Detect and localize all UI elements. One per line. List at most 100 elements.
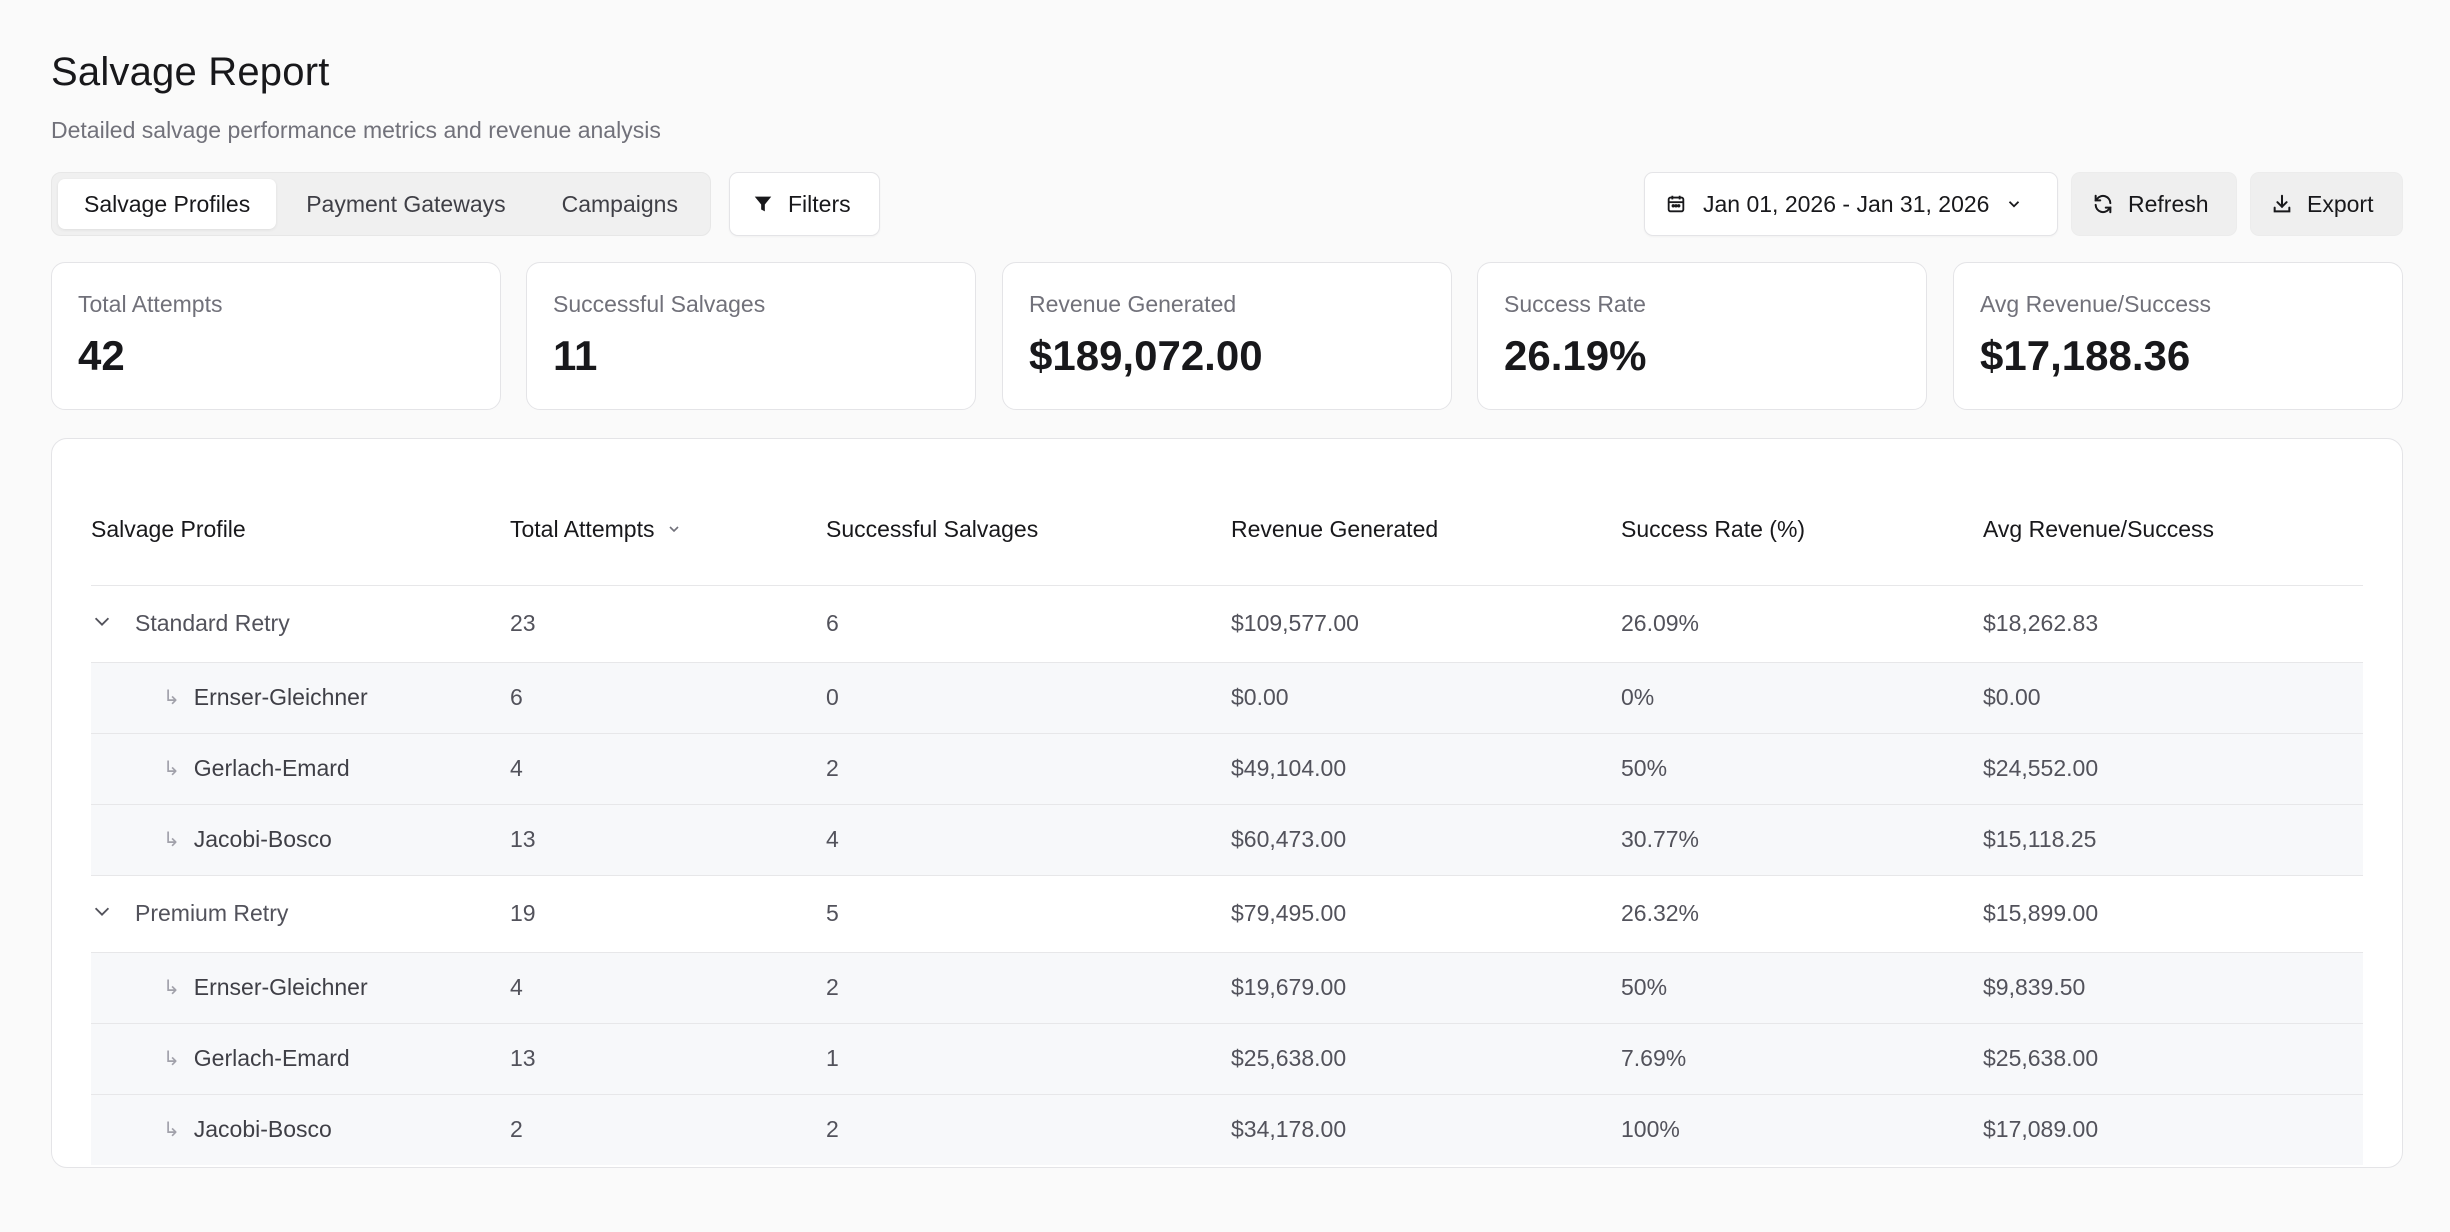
table-row-child: ↳ Ernser-Gleichner 6 0 $0.00 0% $0.00 bbox=[91, 662, 2363, 734]
cell-success-rate: 30.77% bbox=[1621, 804, 1983, 876]
stat-label: Avg Revenue/Success bbox=[1980, 291, 2211, 317]
stat-card-successful-salvages: Successful Salvages 11 bbox=[526, 262, 976, 410]
stat-value: 26.19% bbox=[1504, 332, 1647, 379]
gateway-name: Ernser-Gleichner bbox=[193, 974, 368, 1000]
tab-payment-gateways[interactable]: Payment Gateways bbox=[306, 190, 506, 217]
table-row-child: ↳ Jacobi-Bosco 2 2 $34,178.00 100% $17,08… bbox=[91, 1094, 2363, 1165]
cell-successful-salvages: 2 bbox=[826, 952, 1231, 1024]
cell-total-attempts: 23 bbox=[510, 585, 826, 663]
chevron-down-icon bbox=[2005, 195, 2023, 213]
page-title: Salvage Report bbox=[51, 50, 330, 94]
salvage-table-panel: Salvage Profile Total Attempts Successfu… bbox=[51, 438, 2403, 1168]
refresh-icon bbox=[2092, 193, 2114, 215]
export-label: Export bbox=[2307, 190, 2374, 217]
date-range-label: Jan 01, 2026 - Jan 31, 2026 bbox=[1703, 190, 1990, 217]
table-row-child: ↳ Gerlach-Emard 13 1 $25,638.00 7.69% $25… bbox=[91, 1023, 2363, 1095]
table-row-child: ↳ Gerlach-Emard 4 2 $49,104.00 50% $24,55… bbox=[91, 733, 2363, 805]
stat-value: $17,188.36 bbox=[1980, 332, 2191, 379]
cell-revenue: $79,495.00 bbox=[1231, 875, 1621, 953]
cell-total-attempts: 4 bbox=[510, 733, 826, 805]
sort-chevron-down-icon[interactable] bbox=[666, 516, 682, 543]
cell-success-rate: 50% bbox=[1621, 733, 1983, 805]
corner-down-right-icon: ↳ bbox=[163, 829, 180, 851]
download-icon bbox=[2271, 193, 2293, 215]
gateway-name: Ernser-Gleichner bbox=[193, 684, 368, 710]
stat-card-revenue-generated: Revenue Generated $189,072.00 bbox=[1002, 262, 1452, 410]
group-name: Premium Retry bbox=[135, 900, 289, 926]
cell-revenue: $0.00 bbox=[1231, 662, 1621, 734]
calendar-icon bbox=[1665, 193, 1687, 215]
corner-down-right-icon: ↳ bbox=[163, 1048, 180, 1070]
stat-value: 11 bbox=[553, 332, 598, 379]
date-range-picker[interactable]: Jan 01, 2026 - Jan 31, 2026 bbox=[1644, 172, 2058, 236]
cell-avg-revenue: $18,262.83 bbox=[1983, 585, 2363, 663]
gateway-name: Jacobi-Bosco bbox=[193, 1116, 332, 1143]
gateway-name: Gerlach-Emard bbox=[193, 755, 350, 781]
group-name: Standard Retry bbox=[135, 610, 290, 636]
table-row-group-premium-retry[interactable]: Premium Retry 19 5 $79,495.00 26.32% $15… bbox=[91, 875, 2363, 953]
cell-successful-salvages: 1 bbox=[826, 1023, 1231, 1095]
stat-label: Revenue Generated bbox=[1029, 291, 1237, 317]
table-row-child: ↳ Ernser-Gleichner 4 2 $19,679.00 50% $9,… bbox=[91, 952, 2363, 1024]
stat-card-success-rate: Success Rate 26.19% bbox=[1477, 262, 1927, 410]
expand-chevron-down-icon[interactable] bbox=[91, 900, 113, 928]
export-button[interactable]: Export bbox=[2250, 172, 2403, 236]
cell-avg-revenue: $24,552.00 bbox=[1983, 733, 2363, 805]
cell-success-rate: 0% bbox=[1621, 662, 1983, 734]
cell-success-rate: 26.32% bbox=[1621, 875, 1983, 953]
refresh-label: Refresh bbox=[2128, 190, 2209, 217]
table-row-child: ↳ Jacobi-Bosco 13 4 $60,473.00 30.77% $15… bbox=[91, 804, 2363, 876]
cell-avg-revenue: $15,118.25 bbox=[1983, 804, 2363, 876]
corner-down-right-icon: ↳ bbox=[163, 687, 180, 709]
cell-successful-salvages: 2 bbox=[826, 1094, 1231, 1165]
gateway-name: Jacobi-Bosco bbox=[193, 826, 332, 852]
stat-value: 42 bbox=[78, 332, 125, 379]
cell-total-attempts: 13 bbox=[510, 804, 826, 876]
filter-icon bbox=[752, 193, 774, 215]
cell-total-attempts: 2 bbox=[510, 1094, 826, 1165]
cell-revenue: $109,577.00 bbox=[1231, 585, 1621, 663]
corner-down-right-icon: ↳ bbox=[163, 758, 180, 780]
gateway-name: Gerlach-Emard bbox=[193, 1045, 350, 1071]
cell-successful-salvages: 2 bbox=[826, 733, 1231, 805]
stat-card-avg-revenue: Avg Revenue/Success $17,188.36 bbox=[1953, 262, 2403, 410]
expand-chevron-down-icon[interactable] bbox=[91, 610, 113, 638]
cell-successful-salvages: 6 bbox=[826, 585, 1231, 663]
cell-success-rate: 26.09% bbox=[1621, 585, 1983, 663]
cell-total-attempts: 4 bbox=[510, 952, 826, 1024]
table-row-group-standard-retry[interactable]: Standard Retry 23 6 $109,577.00 26.09% $… bbox=[91, 585, 2363, 663]
corner-down-right-icon: ↳ bbox=[163, 977, 180, 999]
cell-total-attempts: 19 bbox=[510, 875, 826, 953]
tab-salvage-profiles[interactable]: Salvage Profiles bbox=[58, 179, 277, 229]
cell-total-attempts: 6 bbox=[510, 662, 826, 734]
report-tabs: Salvage Profiles Payment Gateways Campai… bbox=[51, 172, 711, 236]
stat-label: Total Attempts bbox=[78, 291, 223, 317]
filters-label: Filters bbox=[788, 190, 851, 217]
column-header-revenue-generated[interactable]: Revenue Generated bbox=[1231, 475, 1621, 586]
cell-revenue: $49,104.00 bbox=[1231, 733, 1621, 805]
refresh-button[interactable]: Refresh bbox=[2071, 172, 2237, 236]
stat-label: Successful Salvages bbox=[553, 291, 766, 317]
cell-successful-salvages: 5 bbox=[826, 875, 1231, 953]
cell-success-rate: 50% bbox=[1621, 952, 1983, 1024]
cell-success-rate: 7.69% bbox=[1621, 1023, 1983, 1095]
column-header-salvage-profile[interactable]: Salvage Profile bbox=[91, 475, 510, 586]
filters-button[interactable]: Filters bbox=[729, 172, 880, 236]
column-header-successful-salvages[interactable]: Successful Salvages bbox=[826, 475, 1231, 586]
table-header-row: Salvage Profile Total Attempts Successfu… bbox=[91, 475, 2363, 586]
column-header-avg-revenue[interactable]: Avg Revenue/Success bbox=[1983, 475, 2363, 586]
cell-revenue: $60,473.00 bbox=[1231, 804, 1621, 876]
column-header-total-attempts[interactable]: Total Attempts bbox=[510, 475, 826, 586]
cell-successful-salvages: 0 bbox=[826, 662, 1231, 734]
cell-revenue: $25,638.00 bbox=[1231, 1023, 1621, 1095]
tab-campaigns[interactable]: Campaigns bbox=[561, 190, 678, 217]
cell-avg-revenue: $0.00 bbox=[1983, 662, 2363, 734]
cell-revenue: $19,679.00 bbox=[1231, 952, 1621, 1024]
page-subtitle: Detailed salvage performance metrics and… bbox=[51, 117, 661, 143]
column-header-success-rate[interactable]: Success Rate (%) bbox=[1621, 475, 1983, 586]
cell-avg-revenue: $9,839.50 bbox=[1983, 952, 2363, 1024]
stat-value: $189,072.00 bbox=[1029, 332, 1263, 379]
cell-total-attempts: 13 bbox=[510, 1023, 826, 1095]
salvage-profile-table: Salvage Profile Total Attempts Successfu… bbox=[91, 475, 2363, 1165]
